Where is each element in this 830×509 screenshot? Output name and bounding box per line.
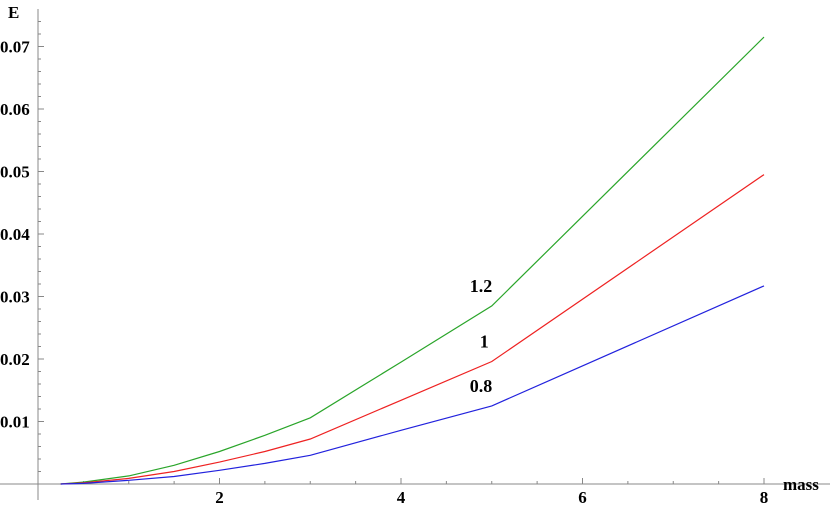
y-tick-label: 0.03 [0,288,30,307]
series-label-0-8: 0.8 [470,376,493,396]
y-tick-label: 0.05 [0,163,30,182]
series-group [60,36,765,485]
x-tick-label: 8 [760,488,769,507]
y-tick-label: 0.04 [0,225,30,244]
series-label-1-2: 1.2 [470,276,493,296]
series-label-1: 1 [480,332,489,352]
x-tick-label: 6 [578,488,587,507]
y-tick-label: 0.07 [0,38,30,57]
y-tick-label: 0.01 [0,413,30,432]
series-line-1 [60,174,765,485]
x-tick-label: 2 [215,488,224,507]
y-axis-label: E [8,3,19,22]
axes: 2 4 6 8 0.01 0.02 0.03 0.04 0.05 0.06 0.07 [0,9,830,507]
series-line-0-8 [60,285,765,485]
y-tick-label: 0.02 [0,350,30,369]
y-tick-label: 0.06 [0,100,30,119]
x-axis-label: mass [783,475,819,494]
x-tick-label: 4 [397,488,406,507]
series-line-1-2 [60,36,765,485]
